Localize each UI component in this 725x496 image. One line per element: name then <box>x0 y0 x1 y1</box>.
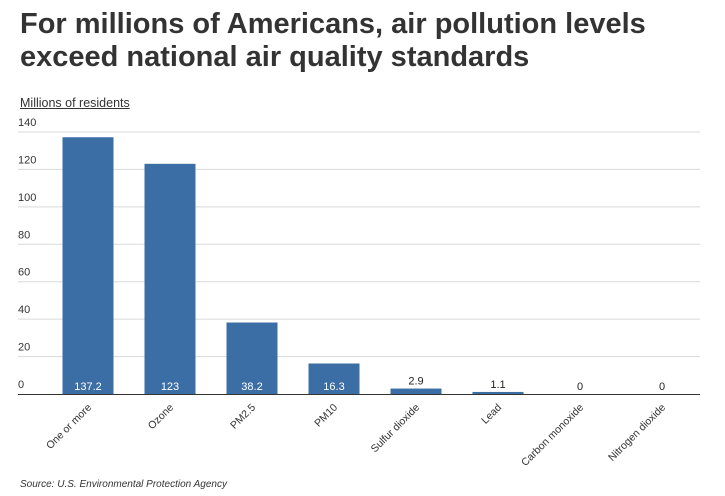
bar <box>226 322 278 394</box>
y-tick-label: 140 <box>18 117 36 129</box>
x-tick-label: PM10 <box>312 402 340 430</box>
bar <box>390 388 442 394</box>
x-tick-label: One or more <box>44 402 94 452</box>
y-axis-label: Millions of residents <box>20 96 130 110</box>
x-tick-label: PM2.5 <box>228 402 258 432</box>
y-axis-ticks: 0 20 40 60 80 100 120 140 <box>18 117 36 391</box>
x-tick-label: Carbon monoxide <box>519 402 586 469</box>
data-label: 0 <box>659 381 665 393</box>
data-label: 137.2 <box>74 381 102 393</box>
y-tick-label: 120 <box>18 154 36 166</box>
y-tick-label: 60 <box>18 267 30 279</box>
gridlines <box>18 131 700 358</box>
y-tick-label: 0 <box>18 379 24 391</box>
x-tick-label: Lead <box>479 402 504 427</box>
data-label: 38.2 <box>241 381 262 393</box>
chart-title: For millions of Americans, air pollution… <box>20 8 646 73</box>
data-labels: 137.2 123 38.2 16.3 2.9 1.1 0 0 <box>74 376 665 393</box>
bar <box>144 163 196 394</box>
bar <box>62 137 114 395</box>
data-label: 16.3 <box>323 381 344 393</box>
y-tick-label: 100 <box>18 192 36 204</box>
data-label: 123 <box>161 381 179 393</box>
bar <box>308 363 360 394</box>
x-axis-ticks: One or more Ozone PM2.5 PM10 Sulfur dioxide L… <box>44 402 668 469</box>
source-note: Source: U.S. Environmental Protection Ag… <box>20 479 227 490</box>
bars <box>62 137 524 395</box>
x-tick-label: Nitrogen dioxide <box>606 402 668 464</box>
y-tick-label: 40 <box>18 304 30 316</box>
x-tick-label: Ozone <box>146 402 176 432</box>
bar <box>472 391 524 394</box>
x-tick-label: Sulfur dioxide <box>369 402 423 456</box>
data-label: 0 <box>577 381 583 393</box>
data-label: 2.9 <box>408 376 423 388</box>
y-tick-label: 80 <box>18 229 30 241</box>
data-label: 1.1 <box>490 379 505 391</box>
y-tick-label: 20 <box>18 342 30 354</box>
